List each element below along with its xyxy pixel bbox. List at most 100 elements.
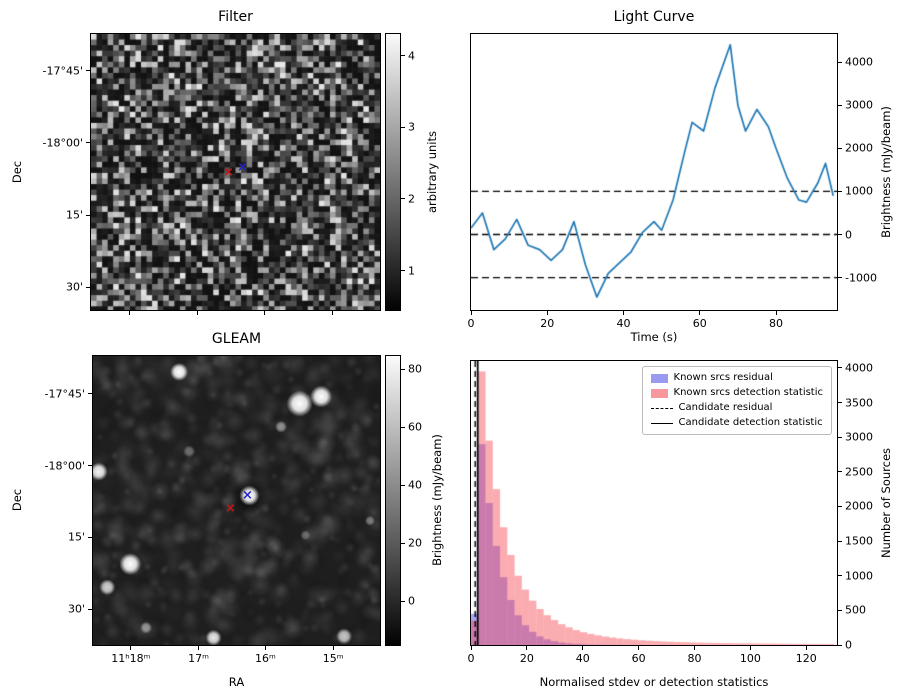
filter-image [91,34,380,310]
hist-ytick-500: 500 [845,603,866,617]
lc-xtick-20: 20 [540,317,555,330]
gleam-ytick-2-mark [88,536,92,538]
hist-xtick-60: 60 [631,652,646,665]
hist-ytick-0: 0 [845,638,852,652]
histogram-plot: Known srcs residual Known srcs detection… [468,360,873,665]
histogram-ylabel: Number of Sources [879,447,893,559]
filter-ytick-3-mark [86,286,90,288]
gleam-colorbar-label: Brightness (mJy/beam) [430,434,444,566]
lightcurve-plot: 0 20 40 60 80 -1000 0 1000 2000 3000 4000 [468,33,877,330]
lc-ytick-4000: 4000 [845,55,873,69]
hist-ytick-1000-mark [838,575,842,577]
hist-xtick-120-mark [805,646,807,650]
gleam-colorbar-gradient [386,356,400,645]
filter-ylabel: Dec [10,160,24,184]
filter-xtick-3-mark [332,311,334,315]
legend-label-known-residual: Known srcs residual [673,372,773,383]
gleam-ytick-1-mark [88,465,92,467]
legend-swatch-blue [650,373,668,383]
hist-ytick-1500-mark [838,540,842,542]
legend-label-candidate-detstat: Candidate detection statistic [678,417,823,428]
filter-cb-tick-3-mark [401,126,405,128]
gleam-ytick-1: -18°00' [44,459,86,473]
hist-ytick-500-mark [838,609,842,611]
hist-xtick-120: 120 [795,652,817,665]
filter-ytick-0-mark [86,70,90,72]
red-x-marker: × [223,165,235,181]
hist-ytick-2500-mark [838,471,842,473]
filter-colorbar-gradient [386,34,400,310]
gleam-ytick-3: 30' [67,602,85,616]
filter-cb-tick-2-mark [401,198,405,200]
hist-xtick-80-mark [694,646,695,650]
hist-xtick-20-mark [526,646,528,650]
filter-cb-tick-3: 3 [408,120,415,134]
gleam-cb-tick-20-mark [401,542,405,544]
lc-xtick-80-mark [775,311,777,315]
hist-xtick-40-mark [582,646,584,650]
lc-xtick-40: 40 [616,317,631,330]
gleam-ytick-2: 15' [67,530,85,544]
lc-xtick-80: 80 [769,317,783,330]
hist-ytick-3500-mark [838,402,842,404]
filter-cb-tick-1-mark [401,270,405,272]
gleam-xtick-1-mark [198,646,200,650]
lightcurve-xlabel: Time (s) [630,330,678,344]
gleam-ytick-0: -17°45' [44,387,86,401]
lc-xtick-0: 0 [467,317,475,330]
filter-colorbar-label: arbitrary units [425,130,439,214]
filter-ytick-1: -18°00' [42,136,84,150]
gleam-xlabel: RA [228,675,245,689]
filter-xtick-0-mark [128,311,130,315]
gleam-xtick-1: 17ᵐ [188,652,210,665]
legend-label-candidate-residual: Candidate residual [678,402,773,413]
lc-ytick-1000: 1000 [845,184,873,198]
hist-ytick-3500: 3500 [845,396,873,410]
gleam-cb-tick-80: 80 [408,362,422,376]
legend-solid-line-icon [650,422,673,424]
lc-ytick-4000-mark [838,61,842,63]
hist-xtick-80: 80 [687,652,702,665]
hist-xtick-40: 40 [575,652,590,665]
filter-ytick-2-mark [86,214,90,216]
hist-ytick-3000: 3000 [845,430,873,444]
gleam-cb-tick-0-mark [401,600,405,602]
gleam-cb-tick-60: 60 [408,420,422,434]
legend-item-known-residual: Known srcs residual [650,372,823,384]
hist-ytick-2000: 2000 [845,499,873,513]
lightcurve-title: Light Curve [613,9,695,25]
filter-cb-tick-4: 4 [408,49,415,62]
gleam-cb-tick-40: 40 [408,478,422,492]
gleam-colorbar: 0 20 40 60 80 [385,355,422,646]
legend-item-known-detstat: Known srcs detection statistic [650,387,823,399]
filter-plot: -17°45' -18°00' 15' 30' × × [43,33,381,315]
gleam-ytick-0-mark [88,393,92,395]
hist-ytick-1000: 1000 [845,569,873,583]
legend-swatch-red [650,388,668,398]
lc-xtick-40-mark [623,311,624,315]
hist-xtick-0-mark [470,646,472,650]
blue-x-marker: × [241,487,253,503]
lc-xtick-20-mark [546,311,548,315]
hist-xtick-60-mark [638,646,640,650]
hist-ytick-3000-mark [838,436,842,438]
gleam-cb-tick-40-mark [401,484,405,486]
gleam-cb-tick-80-mark [401,368,405,370]
filter-cb-tick-2: 2 [408,192,415,206]
filter-cb-tick-1: 1 [408,264,415,278]
lc-xtick-60-mark [699,311,701,315]
lc-xtick-60: 60 [692,317,707,330]
lc-ytick-3000: 3000 [845,98,873,112]
filter-cb-tick-4-mark [401,55,405,56]
red-x-marker: × [225,500,236,516]
gleam-cb-tick-20: 20 [408,536,422,550]
lightcurve-ylabel: Brightness (mJy/beam) [879,106,893,238]
gleam-plot: -17°45' -18°00' 15' 30' 11ʰ18ᵐ 17ᵐ 16ᵐ 15ᵐ × × [45,355,381,665]
gleam-ytick-3-mark [88,608,92,610]
hist-ytick-0-mark [838,644,842,646]
filter-ytick-3: 30' [65,280,83,294]
lc-ytick-0: 0 [845,228,852,242]
lightcurve-canvas [471,34,837,310]
histogram-legend: Known srcs residual Known srcs detection… [641,366,832,435]
